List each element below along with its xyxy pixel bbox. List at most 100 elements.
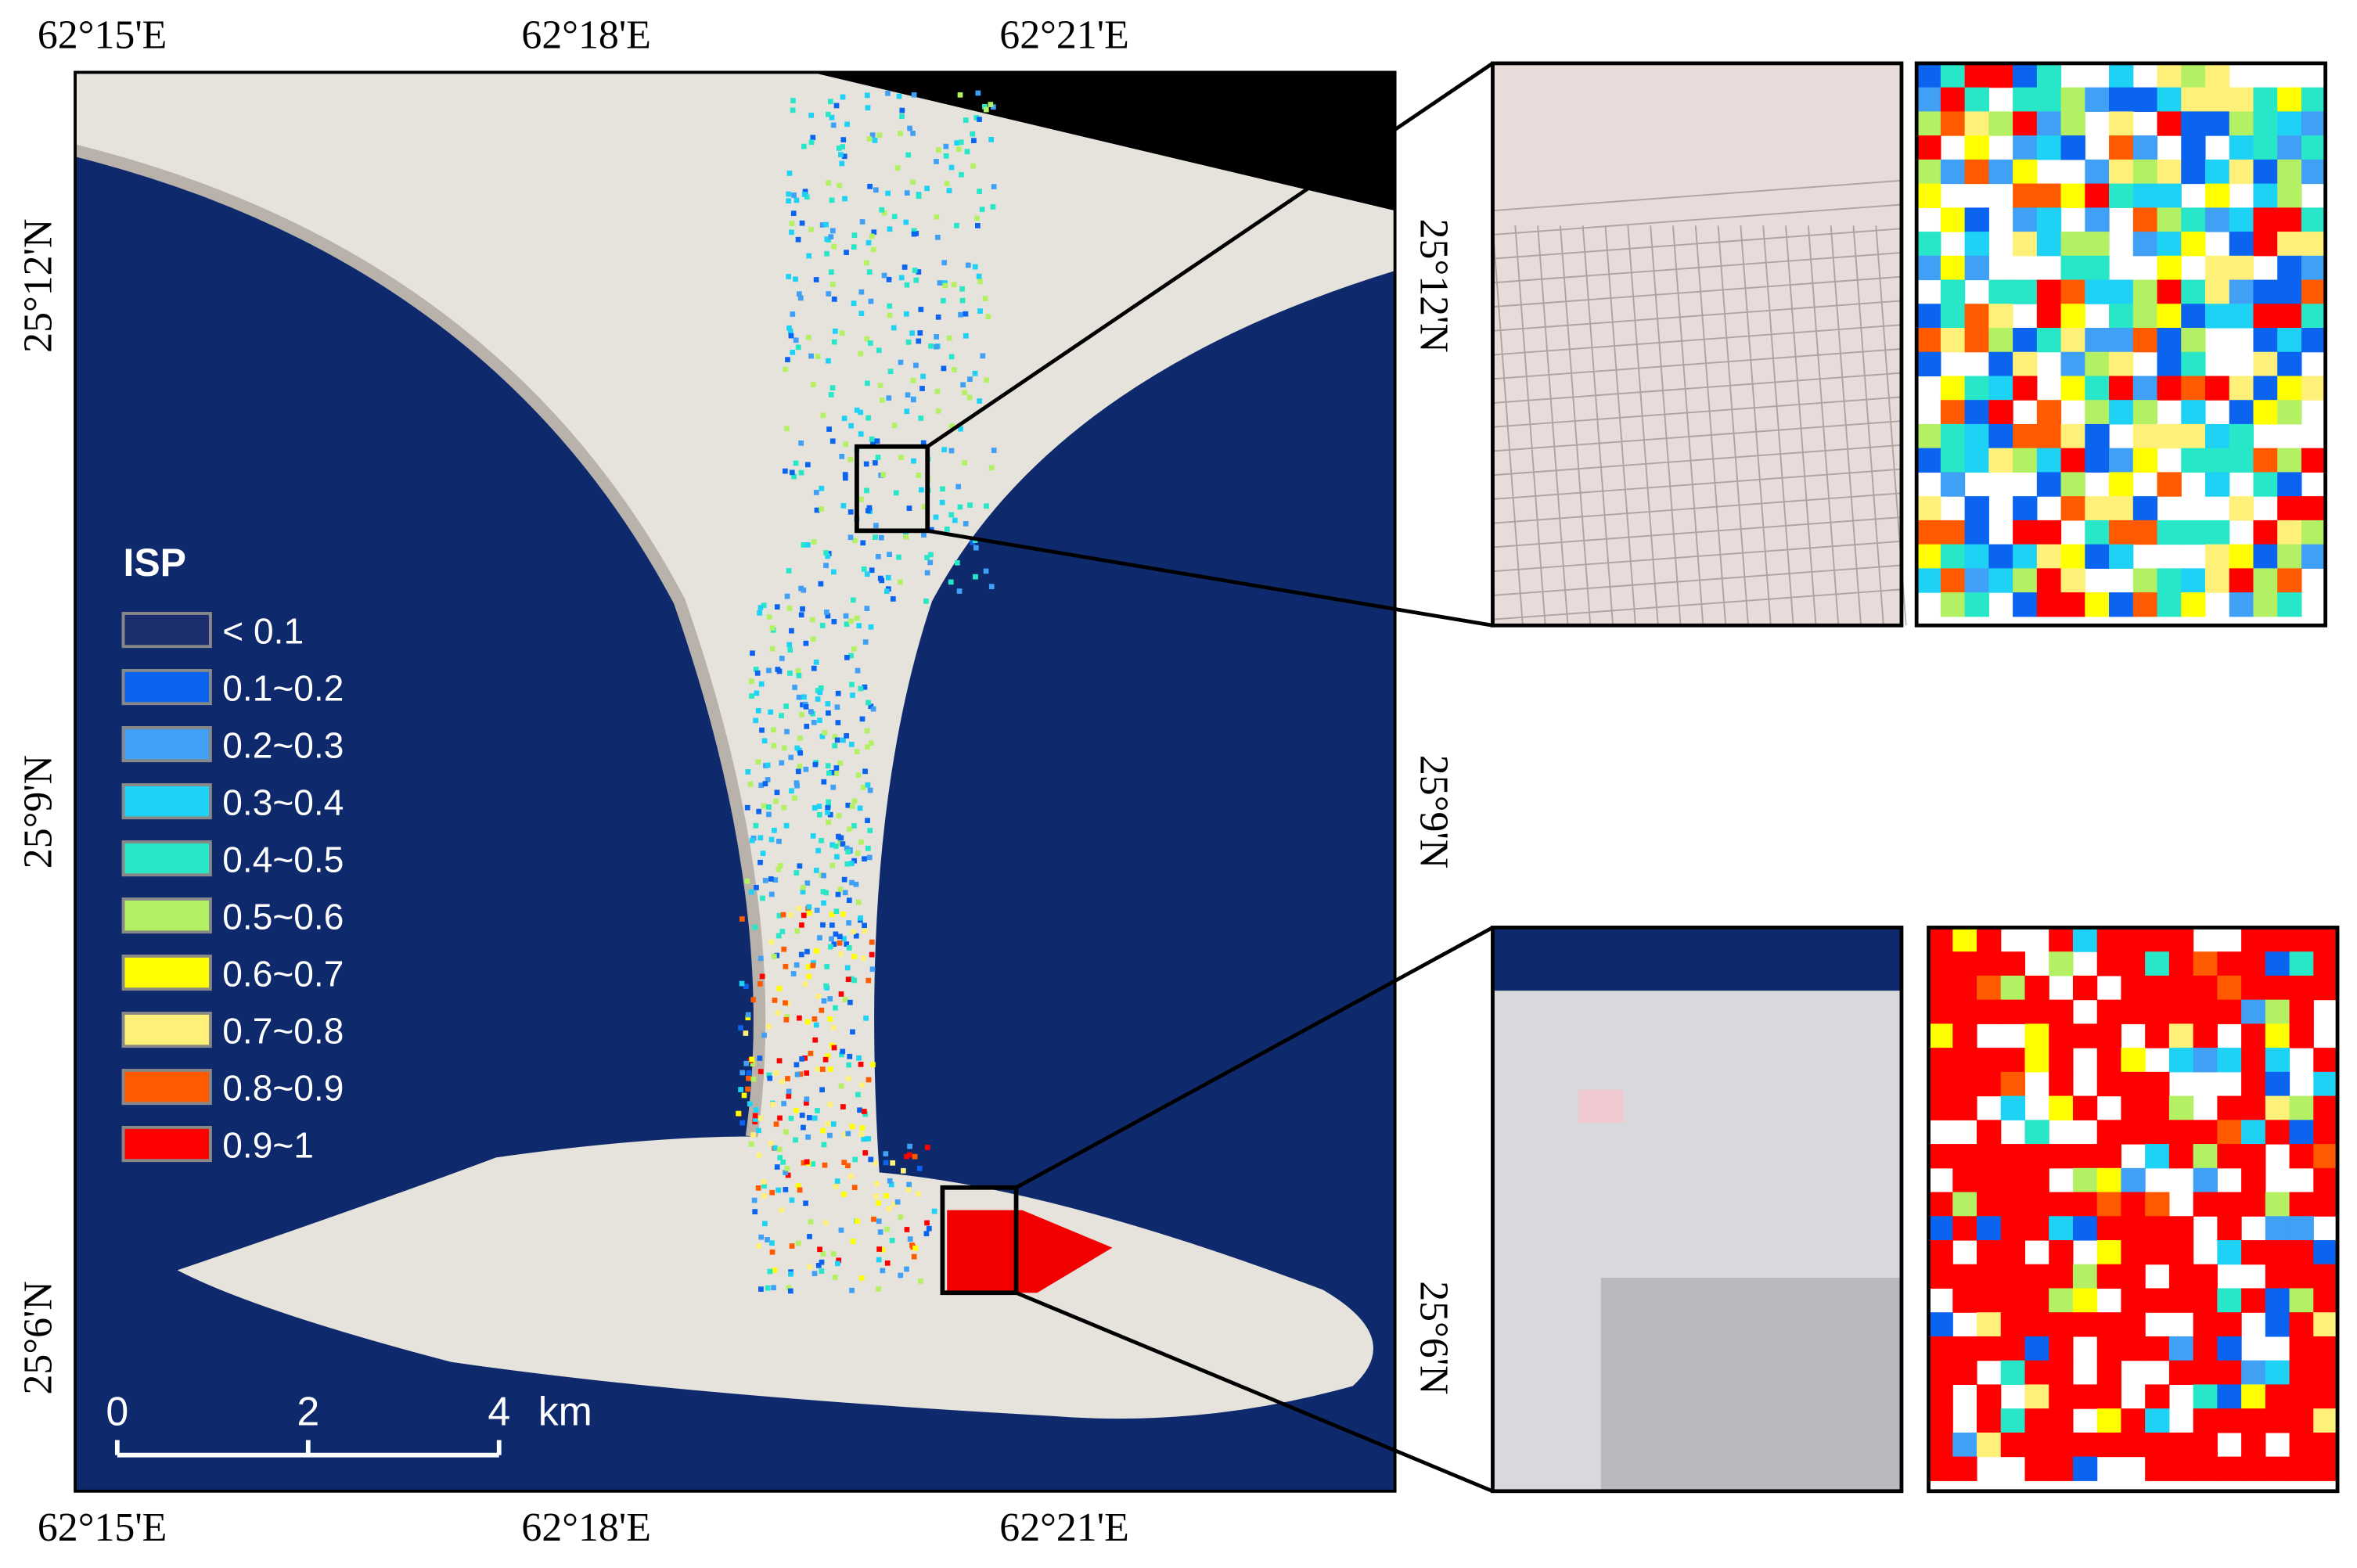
pixel	[839, 1052, 844, 1058]
pixel	[924, 185, 930, 192]
pixel	[828, 269, 834, 275]
pixel	[808, 226, 814, 232]
pixel	[2204, 423, 2230, 449]
pixel	[754, 690, 760, 696]
legend-swatch	[121, 955, 212, 991]
street	[1492, 324, 1902, 356]
pixel	[786, 568, 792, 574]
pixel	[765, 777, 771, 782]
pixel	[788, 1271, 793, 1277]
pixel	[840, 911, 846, 917]
legend-label: 0.8~0.9	[222, 1067, 344, 1108]
pixel	[826, 710, 831, 716]
pixel	[912, 1153, 918, 1160]
pixel	[1977, 1408, 2002, 1433]
pixel	[837, 886, 844, 892]
pixel	[904, 1266, 909, 1272]
pixel	[819, 1066, 826, 1072]
pixel	[831, 243, 837, 250]
pixel	[789, 229, 794, 236]
pixel	[862, 639, 869, 645]
pixel	[2157, 111, 2182, 136]
pixel	[783, 366, 789, 372]
inset-ground	[1600, 1278, 1902, 1491]
pixel	[2217, 1456, 2242, 1481]
pixel	[835, 891, 841, 897]
pixel	[829, 438, 836, 444]
pixel	[2024, 1167, 2049, 1193]
pixel	[868, 703, 874, 710]
pixel	[864, 571, 870, 577]
pixel	[845, 849, 851, 855]
pixel	[739, 1070, 746, 1076]
pixel	[2168, 1264, 2194, 1289]
pixel	[841, 415, 847, 422]
pixel	[861, 955, 866, 961]
pixel	[1928, 1095, 1953, 1120]
pixel	[2085, 87, 2110, 112]
pixel	[2289, 1264, 2314, 1289]
pixel	[797, 863, 803, 869]
pixel	[2229, 496, 2254, 521]
pixel	[858, 1131, 865, 1138]
pixel	[1916, 568, 1941, 593]
pixel	[1977, 951, 2002, 976]
pixel	[2024, 1360, 2049, 1385]
pixel	[2277, 279, 2302, 304]
pixel	[918, 487, 924, 493]
pixel	[2265, 1192, 2290, 1217]
pixel	[2253, 520, 2278, 545]
pixel	[2204, 544, 2230, 569]
pixel	[813, 868, 819, 873]
pixel	[773, 1121, 779, 1127]
pixel	[2193, 1432, 2218, 1458]
pixel	[2313, 1456, 2338, 1481]
pixel	[2024, 1264, 2049, 1289]
pixel	[2301, 232, 2326, 257]
pixel	[2204, 376, 2230, 401]
pixel	[2096, 1216, 2121, 1241]
pixel	[948, 423, 955, 429]
pixel	[2265, 1360, 2290, 1385]
pixel	[853, 881, 859, 887]
pixel	[920, 440, 927, 446]
longitude-label: 62°21'E	[999, 1505, 1128, 1550]
pixel	[2241, 1456, 2266, 1481]
pixel	[745, 1015, 751, 1021]
pixel	[934, 334, 940, 340]
pixel	[948, 448, 955, 454]
pixel	[815, 1262, 822, 1268]
map-image	[75, 72, 1395, 1491]
pixel	[2109, 304, 2134, 329]
pixel	[769, 625, 775, 631]
pixel	[2289, 1360, 2314, 1385]
street	[1694, 225, 1727, 626]
pixel	[795, 1183, 801, 1189]
pixel	[1977, 975, 2002, 1001]
pixel	[2265, 927, 2290, 952]
street	[1762, 225, 1794, 626]
pixel	[964, 149, 970, 155]
pixel	[810, 833, 816, 839]
pixel	[2168, 1095, 2194, 1120]
pixel	[2157, 207, 2182, 232]
pixel	[772, 877, 779, 883]
pixel	[807, 910, 812, 916]
pixel	[821, 779, 827, 785]
pixel	[783, 1170, 789, 1175]
pixel	[2313, 1360, 2338, 1385]
pixel	[843, 613, 849, 619]
pixel	[924, 1145, 930, 1150]
pixel	[911, 231, 917, 237]
pixel	[2085, 183, 2110, 208]
inset-sea	[1492, 927, 1902, 991]
pixel	[2265, 1288, 2290, 1313]
pixel	[814, 507, 820, 513]
pixel	[1977, 1239, 2002, 1265]
legend-label: 0.6~0.7	[222, 953, 344, 994]
pixel	[2096, 1360, 2121, 1385]
pixel	[750, 997, 757, 1003]
pixel	[1928, 975, 1953, 1001]
pixel	[753, 717, 759, 724]
pixel	[855, 851, 861, 857]
